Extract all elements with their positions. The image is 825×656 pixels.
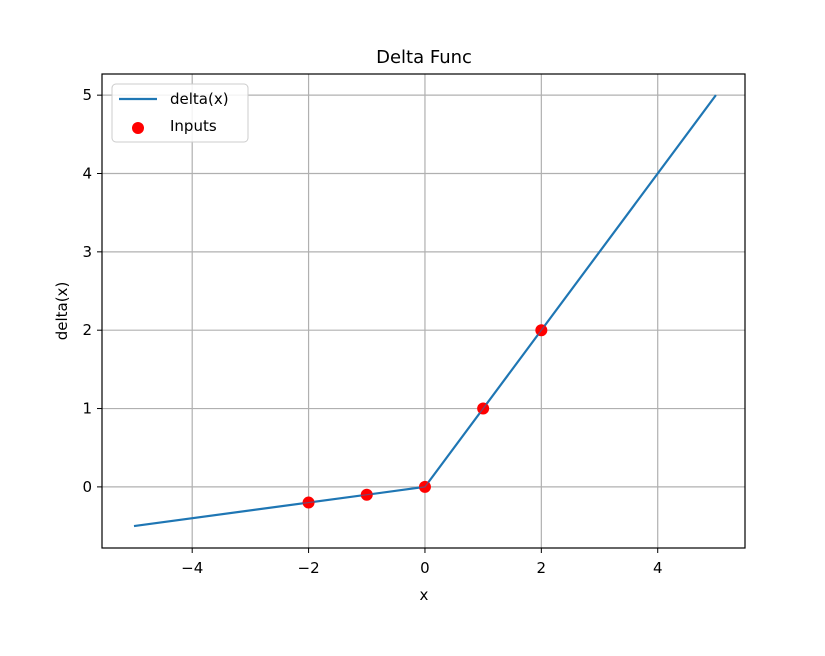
y-tick-label: 0	[82, 478, 92, 496]
y-tick-label: 5	[82, 86, 92, 104]
y-axis-ticks: 0 1 2 3 4 5	[82, 86, 102, 496]
y-tick-label: 1	[82, 400, 92, 418]
axes-frame	[101, 73, 746, 549]
y-tick-label: 3	[82, 243, 92, 261]
series	[133, 94, 717, 528]
x-tick-label: −2	[298, 559, 320, 577]
grid	[102, 74, 745, 548]
x-axis-ticks: −4 −2 0 2 4	[181, 548, 662, 577]
legend: delta(x) Inputs	[111, 83, 249, 143]
chart-title: Delta Func	[376, 47, 472, 68]
legend-label: Inputs	[170, 117, 217, 135]
legend-marker-icon	[132, 122, 144, 134]
x-tick-label: 4	[653, 559, 663, 577]
x-tick-label: −4	[181, 559, 203, 577]
plot-area: −4 −2 0 2 4 0 1 2 3 4 5	[82, 73, 746, 577]
y-tick-label: 2	[82, 321, 92, 339]
x-tick-label: 2	[537, 559, 547, 577]
x-tick-label: 0	[420, 559, 430, 577]
y-axis-label: delta(x)	[53, 282, 71, 341]
legend-label: delta(x)	[170, 90, 229, 108]
y-tick-label: 4	[82, 165, 92, 183]
x-axis-label: x	[420, 586, 429, 604]
